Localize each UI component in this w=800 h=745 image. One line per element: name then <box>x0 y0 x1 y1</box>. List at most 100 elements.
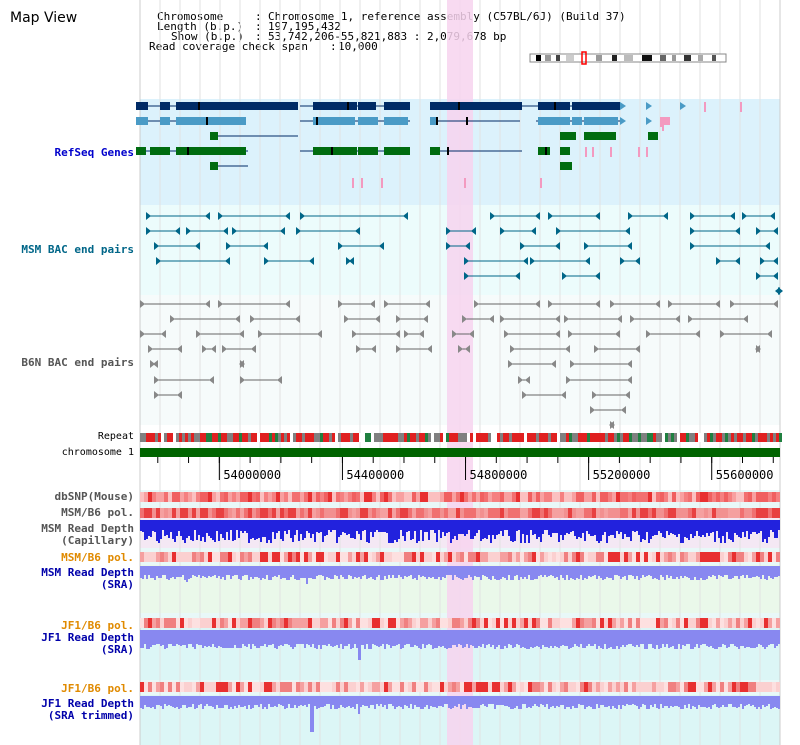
dbsnp-strip <box>476 492 480 502</box>
jf1-b6-pol-strip-2 <box>396 682 400 692</box>
dbsnp-strip <box>680 492 684 502</box>
jf1-b6-pol-strip-2 <box>676 682 680 692</box>
b6n-bac-end <box>218 300 223 308</box>
msm-depth-cap-bar <box>424 520 426 532</box>
jf1-depth-trim-bar <box>504 696 506 706</box>
b6n-bac-end <box>140 330 145 338</box>
jf1-depth-trim-bar <box>638 696 640 709</box>
jf1-b6-pol-strip-2 <box>248 682 252 692</box>
jf1-depth-trim-bar <box>518 696 520 709</box>
jf1-depth-sra-bar <box>264 630 266 644</box>
jf1-depth-sra-bar <box>758 630 760 644</box>
msm-b6-pol-strip-2 <box>180 552 184 562</box>
jf1-depth-sra-bar <box>520 630 522 648</box>
jf1-b6-pol-strip-2 <box>668 682 672 692</box>
msm-b6-pol-strip-2 <box>220 552 224 562</box>
msm-depth-cap-bar <box>676 520 678 537</box>
msm-b6-pol-strip-2 <box>156 552 160 562</box>
msm-b6-pol-strip-1 <box>168 508 172 518</box>
msm-b6-pol-strip-2 <box>768 552 772 562</box>
msm-b6-pol-strip-2 <box>756 552 760 562</box>
jf1-b6-pol-strip-2 <box>348 682 352 692</box>
msm-depth-sra-bar <box>148 566 150 575</box>
jf1-depth-sra-bar <box>434 630 436 648</box>
msm-bac-end <box>223 227 228 235</box>
jf1-b6-pol-strip-2 <box>380 682 384 692</box>
gene-exon-marker <box>458 102 460 110</box>
msm-depth-sra-bar <box>706 566 708 579</box>
dbsnp-strip <box>756 492 760 502</box>
msm-depth-cap-bar <box>562 520 564 540</box>
msm-depth-cap-bar <box>744 520 746 537</box>
msm-depth-sra-bar <box>512 566 514 580</box>
msm-depth-sra-bar <box>518 566 520 580</box>
jf1-depth-trim-bar <box>176 696 178 707</box>
jf1-depth-sra-bar <box>276 630 278 649</box>
msm-b6-pol-strip-2 <box>404 552 408 562</box>
repeat-segment <box>584 433 587 442</box>
msm-b6-pol-strip-2 <box>648 552 652 562</box>
repeat-segment <box>437 433 440 442</box>
jf1-depth-trim-bar <box>436 696 438 708</box>
msm-bac-end <box>531 227 536 235</box>
repeat-segment <box>497 433 500 442</box>
msm-depth-sra-bar <box>162 566 164 575</box>
jf1-depth-sra-bar <box>716 630 718 649</box>
msm-depth-cap-bar <box>720 520 722 543</box>
msm-depth-cap-bar <box>464 520 466 536</box>
jf1-depth-trim-bar <box>186 696 188 708</box>
msm-depth-cap-bar <box>172 520 174 539</box>
msm-b6-pol-strip-1 <box>776 508 780 518</box>
repeat-segment <box>404 433 407 442</box>
dbsnp-strip <box>720 492 724 502</box>
b6n-bac-end <box>675 315 680 323</box>
jf1-b6-pol-strip-2 <box>724 682 728 692</box>
jf1-depth-trim-bar <box>616 696 618 709</box>
msm-depth-cap-bar <box>218 520 220 541</box>
jf1-depth-trim-bar <box>654 696 656 704</box>
msm-depth-cap-bar <box>598 520 600 543</box>
msm-depth-cap-bar <box>714 520 716 542</box>
msm-depth-cap-bar <box>768 520 770 537</box>
track-label-msm-depth-sra-2: (SRA) <box>100 578 134 591</box>
msm-b6-pol-strip-1 <box>412 508 416 518</box>
msm-depth-sra-bar <box>410 566 412 575</box>
msm-depth-cap-bar <box>772 520 774 532</box>
jf1-depth-trim-bar <box>716 696 718 707</box>
msm-depth-sra-bar <box>598 566 600 576</box>
refseq-pink-mark <box>352 178 354 188</box>
jf1-b6-pol-strip-2 <box>140 682 144 692</box>
msm-depth-cap-bar <box>546 520 548 530</box>
msm-b6-pol-strip-2 <box>724 552 728 562</box>
msm-depth-sra-bar <box>354 566 356 577</box>
msm-bac-end <box>465 242 470 250</box>
msm-b6-pol-strip-2 <box>392 552 396 562</box>
msm-depth-cap-bar <box>684 520 686 537</box>
msm-b6-pol-strip-1 <box>528 508 532 518</box>
msm-depth-cap-bar <box>650 520 652 539</box>
msm-depth-sra-bar <box>386 566 388 579</box>
msm-b6-pol-strip-1 <box>388 508 392 518</box>
jf1-b6-pol-strip-2 <box>200 682 204 692</box>
dbsnp-strip <box>548 492 552 502</box>
jf1-depth-trim-bar <box>590 696 592 707</box>
refseq-pink-block <box>660 117 670 125</box>
jf1-depth-trim-bar <box>146 696 148 707</box>
jf1-b6-pol-strip-1 <box>776 618 780 628</box>
repeat-segment <box>644 433 647 442</box>
msm-depth-cap-bar <box>306 520 308 531</box>
msm-depth-cap-bar <box>276 520 278 533</box>
jf1-depth-sra-bar <box>342 630 344 649</box>
msm-b6-pol-strip-1 <box>632 508 636 518</box>
dbsnp-strip <box>688 492 692 502</box>
jf1-depth-trim-bar <box>754 696 756 707</box>
repeat-segment <box>482 433 485 442</box>
dbsnp-strip <box>716 492 720 502</box>
repeat-segment <box>380 433 383 442</box>
jf1-b6-pol-strip-2 <box>648 682 652 692</box>
jf1-depth-sra-bar <box>566 630 568 646</box>
msm-depth-sra-bar <box>232 566 234 576</box>
msm-depth-sra-bar <box>288 566 290 580</box>
dbsnp-strip <box>740 492 744 502</box>
